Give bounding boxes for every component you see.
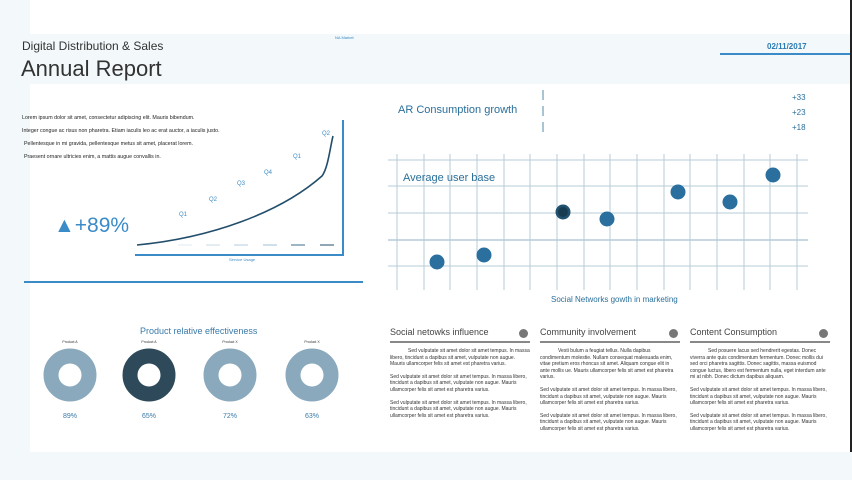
service-usage-chart: Q1 Q2 Q3 Q4 Q1 Q2: [135, 120, 344, 256]
header-band: [0, 34, 852, 84]
market-label: NA Market: [335, 35, 354, 40]
report-date: 02/11/2017: [767, 42, 807, 51]
donut-value: 63%: [304, 413, 319, 420]
donut-product-4: Product X 63%: [282, 340, 342, 420]
donut-label: Product A: [62, 340, 78, 344]
column-rule: [690, 341, 830, 343]
donut-ring: [285, 348, 339, 402]
donut-value: 72%: [222, 413, 237, 420]
ar-value: +33: [792, 93, 806, 102]
column-title: Social netowks influence: [390, 327, 489, 337]
column-paragraph: Sed vulputate sit amet dolor sit amet te…: [390, 348, 530, 368]
donut-value: 89%: [62, 413, 77, 420]
user-base-title: Average user base: [403, 172, 496, 184]
report-subtitle: Digital Distribution & Sales: [22, 39, 164, 53]
quarter-label: Q1: [293, 154, 302, 160]
intro-line: Lorem ipsum dolor sit amet, consectetur …: [22, 115, 195, 121]
donut-product-3: Product X 72%: [200, 340, 260, 420]
page-edge: [850, 0, 852, 452]
quarter-label: Q2: [209, 197, 218, 203]
intro-text: Lorem ipsum dolor sit amet, consectetur …: [22, 112, 220, 164]
ar-bar: [542, 122, 544, 132]
donut-label: Product X: [304, 340, 320, 344]
quarter-label: Q1: [179, 212, 188, 218]
user-base-scatter: [388, 154, 808, 290]
ar-growth-values: +33 +23 +18: [792, 90, 806, 135]
column-community-involvement: Community involvement Vesti bulum a feug…: [540, 327, 680, 439]
column-rule: [540, 341, 680, 343]
donut-label: Product A: [141, 340, 157, 344]
donut-value: 65%: [141, 413, 156, 420]
service-usage-axis-label: Service Usage: [229, 257, 256, 262]
circle-icon: [819, 329, 828, 338]
user-base-axis-label: Social Networks gowth in marketing: [551, 295, 678, 304]
column-paragraph: Sed vulputate sit amet dolor sit amet te…: [690, 412, 827, 432]
column-social-influence: Social netowks influence Sed vulputate s…: [390, 327, 530, 425]
column-paragraph: Sed vulputate sit amet dolor sit amet te…: [540, 386, 677, 407]
quarter-label: Q2: [322, 131, 331, 137]
donut-product-2: Product A 65%: [119, 340, 179, 420]
date-underline: [720, 53, 852, 55]
column-content-consumption: Content Consumption Sed posuere lacus se…: [690, 327, 830, 439]
quarter-label: Q4: [264, 170, 273, 176]
column-title: Content Consumption: [690, 327, 778, 337]
quarter-label: Q3: [237, 181, 246, 187]
column-paragraph: Sed vulputate sit amet dolor sit amet te…: [390, 399, 527, 419]
donut-ring: [122, 348, 176, 402]
ar-bar: [542, 90, 544, 100]
ar-bar: [542, 106, 544, 116]
intro-line: Praesent ornare ultricies enim, a mattis…: [24, 154, 161, 160]
donut-product-1: Product A 89%: [40, 340, 100, 420]
donut-ring: [43, 348, 97, 402]
ar-growth-title: AR Consumption growth: [398, 104, 518, 116]
column-paragraph: Sed posuere lacus sed hendrerit egestas.…: [690, 348, 826, 381]
donut-label: Product X: [222, 340, 238, 344]
donut-ring: [203, 348, 257, 402]
column-paragraph: Sed vulputate sit amet dolor sit amet te…: [690, 386, 827, 407]
column-paragraph: Sed vulputate sit amet dolor sit amet te…: [390, 373, 527, 393]
ar-value: +18: [792, 123, 806, 132]
growth-percentage: ▲+89%: [54, 214, 130, 237]
circle-icon: [519, 329, 528, 338]
circle-icon: [669, 329, 678, 338]
column-title: Community involvement: [540, 327, 637, 337]
column-paragraph: Vesti bulum a feugiat tellus. Nulla dapi…: [540, 348, 674, 381]
column-rule: [390, 341, 530, 343]
intro-line: Integer congue ac risus non pharetra. Et…: [22, 128, 220, 134]
column-paragraph: Sed vulputate sit amet dolor sit amet te…: [540, 412, 677, 432]
effectiveness-title: Product relative effectiveness: [140, 326, 258, 336]
ar-value: +23: [792, 108, 806, 117]
intro-line: Pellentesque in mi gravida, pellentesque…: [24, 141, 193, 147]
ar-growth-bars: [542, 90, 544, 138]
section-divider: [24, 281, 363, 283]
report-title: Annual Report: [21, 56, 162, 81]
